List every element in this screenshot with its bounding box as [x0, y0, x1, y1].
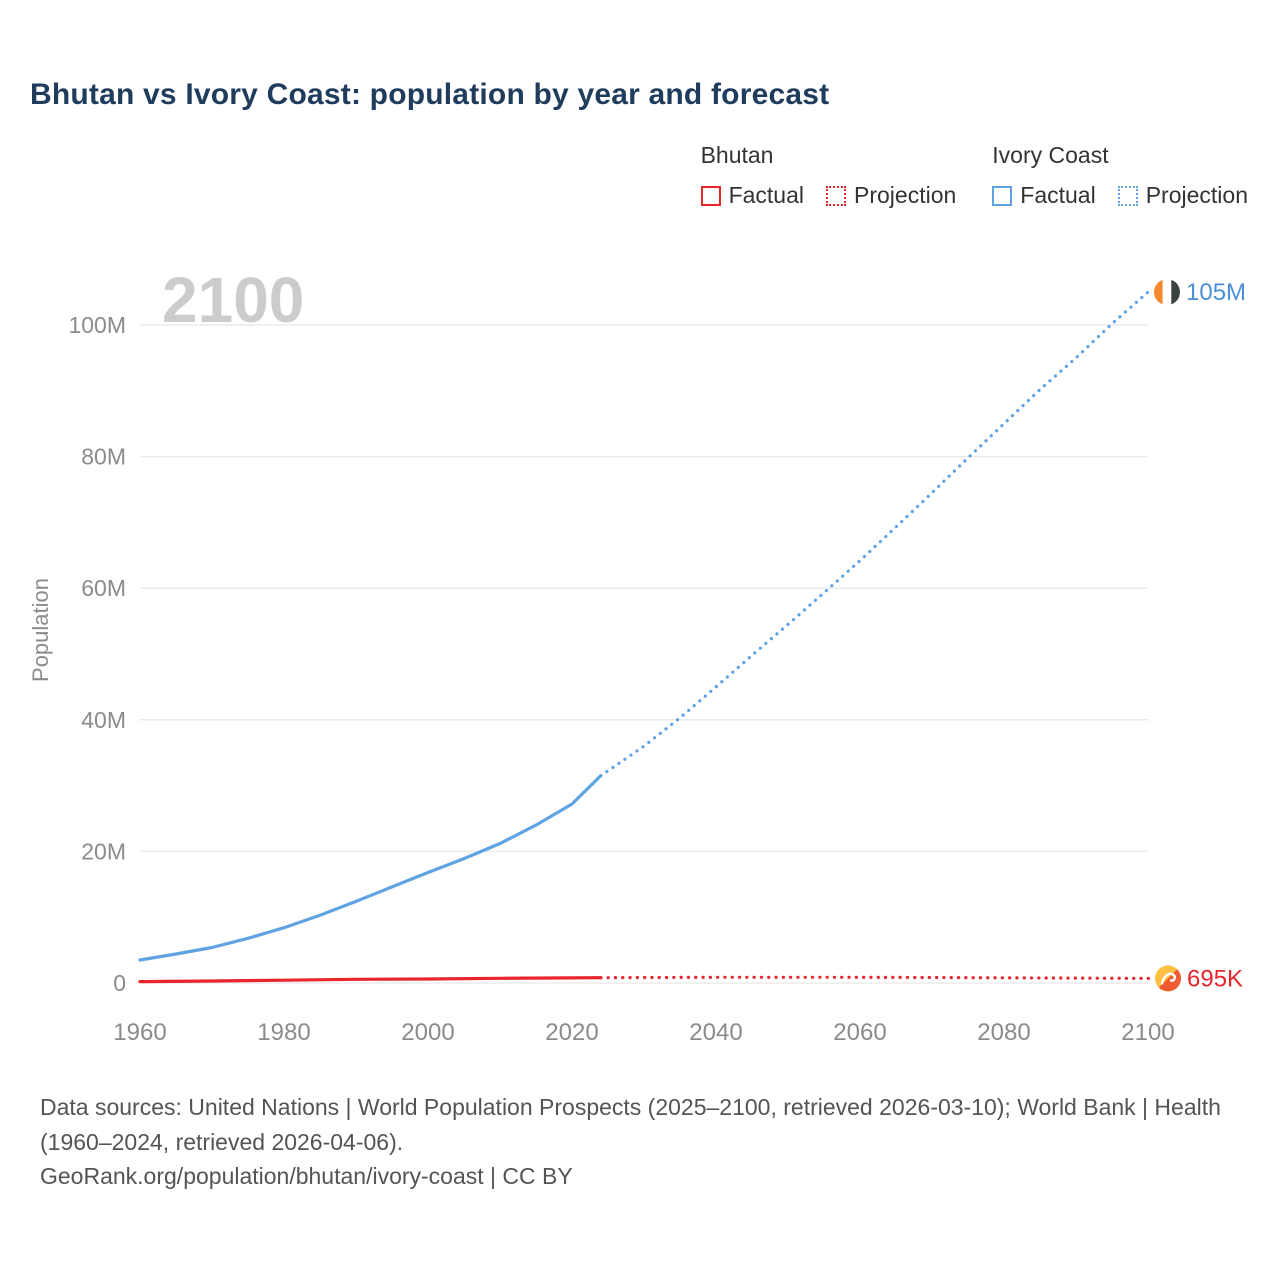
x-tick-label: 1960 — [113, 1019, 166, 1046]
bhutan-projection-swatch-icon — [826, 185, 846, 206]
x-tick-label: 2060 — [833, 1019, 886, 1046]
legend-item-bhutan-projection[interactable]: Projection — [826, 182, 956, 209]
chart-title: Bhutan vs Ivory Coast: population by yea… — [30, 78, 830, 111]
legend-items-ivory-coast: Factual Projection — [992, 182, 1248, 209]
y-tick-label: 0 — [113, 970, 126, 996]
legend-group-title-ivory-coast: Ivory Coast — [992, 142, 1109, 168]
attribution-link[interactable]: GeoRank.org/population/bhutan/ivory-coas… — [40, 1163, 573, 1189]
bhutan-factual-line — [138, 976, 603, 984]
legend-group-title-bhutan: Bhutan — [700, 142, 774, 168]
watermark-year: 2100 — [162, 264, 304, 336]
legend-group-bhutan: Bhutan Factual Projection — [700, 142, 956, 209]
y-tick-label: 40M — [81, 707, 126, 733]
bhutan-flag-icon — [1155, 965, 1181, 992]
x-tick-label: 2100 — [1121, 1019, 1174, 1046]
y-tick-label: 100M — [68, 312, 126, 338]
ivory-coast-flag-icon — [1154, 279, 1180, 306]
ivory-coast-end-value-label: 105M — [1186, 279, 1246, 306]
y-tick-label: 80M — [81, 444, 126, 470]
legend-group-ivory-coast: Ivory Coast Factual Projection — [992, 142, 1248, 209]
x-tick-label: 2080 — [977, 1019, 1030, 1046]
bhutan-end-value-label: 695K — [1187, 965, 1243, 992]
legend-item-bhutan-factual[interactable]: Factual — [700, 182, 804, 209]
bhutan-projection-line — [599, 975, 1155, 980]
ivory-coast-factual-line — [138, 774, 603, 962]
legend-item-ivory-coast-factual[interactable]: Factual — [992, 182, 1096, 209]
ivory-coast-factual-swatch-icon — [992, 185, 1013, 206]
x-tick-label: 2040 — [689, 1019, 742, 1046]
x-tick-label: 1980 — [257, 1019, 310, 1046]
legend-item-label: Projection — [1145, 182, 1248, 208]
x-tick-label: 2000 — [401, 1019, 454, 1046]
legend-item-label: Factual — [728, 182, 804, 208]
ivory-coast-projection-line — [599, 290, 1155, 778]
legend: Bhutan Factual Projection Ivory Coast Fa… — [700, 142, 1248, 209]
legend-item-label: Projection — [854, 182, 957, 208]
data-sources-text: Data sources: United Nations | World Pop… — [40, 1094, 1221, 1155]
legend-item-ivory-coast-projection[interactable]: Projection — [1117, 182, 1248, 209]
legend-items-bhutan: Factual Projection — [700, 182, 956, 209]
y-tick-label: 60M — [81, 575, 126, 601]
y-tick-label: 20M — [81, 838, 126, 864]
legend-item-label: Factual — [1020, 182, 1096, 208]
footer: Data sources: United Nations | World Pop… — [40, 1090, 1230, 1194]
ivory-coast-projection-swatch-icon — [1117, 185, 1138, 206]
x-tick-label: 2020 — [545, 1019, 598, 1046]
bhutan-factual-swatch-icon — [700, 185, 721, 206]
y-axis-title: Population — [28, 578, 53, 682]
